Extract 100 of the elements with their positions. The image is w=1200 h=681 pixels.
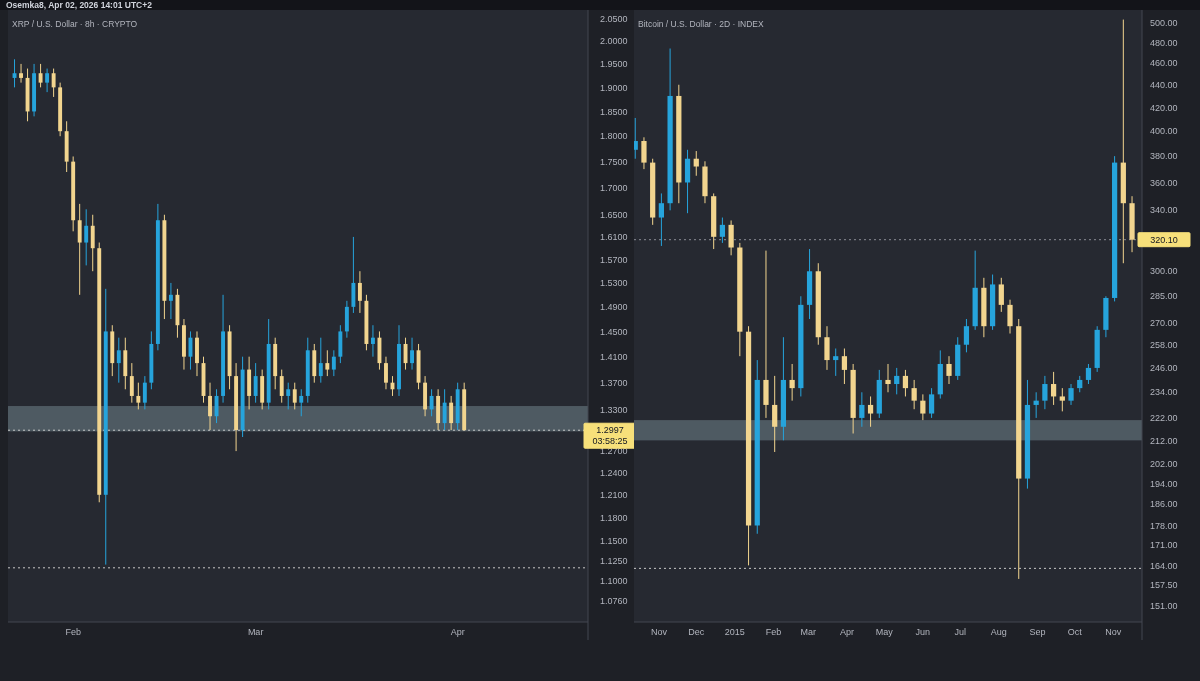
candlestick [325,349,330,377]
y-tick-label: 460.00 [1150,58,1178,69]
x-tick-label: Nov [1105,627,1122,637]
candlestick [116,337,121,384]
y-tick-label: 300.00 [1150,266,1178,277]
x-tick-label: Sep [1029,627,1046,637]
y-tick-label: 157.50 [1150,580,1178,591]
x-tick-label: Mar [247,627,264,637]
y-tick-label: 178.00 [1150,520,1178,531]
y-tick-label: 151.00 [1150,600,1178,611]
candlestick [77,203,82,296]
candlestick [351,236,356,314]
candlestick [885,363,891,393]
y-tick-label: 1.3700 [600,377,628,388]
candlestick [299,388,304,417]
candlestick [410,337,414,371]
candlestick [902,369,909,397]
y-tick-label: 1.7500 [600,156,628,167]
candlestick [998,277,1004,313]
y-tick-label: 1.5700 [600,254,628,265]
candlestick [442,388,447,431]
y-tick-label: 1.9000 [600,82,628,93]
y-tick-label: 500.00 [1150,17,1178,28]
candlestick [894,367,900,395]
y-tick-label: 2.0500 [600,13,628,24]
y-tick-label: 1.1000 [600,576,628,587]
y-tick-label: 164.00 [1150,560,1178,571]
candlestick [129,362,134,404]
y-tick-label: 222.00 [1150,413,1178,424]
candlestick [136,382,141,410]
candlestick [946,355,952,385]
candlestick [370,324,375,358]
y-tick-label: 171.00 [1150,540,1178,551]
candlestick [45,68,50,93]
x-tick-label: Jul [954,627,966,637]
candlestick [279,369,284,404]
x-tick-label: Oct [1067,627,1083,637]
text: Osemka8, Apr 02, 2026 14:01 UTC+2 [6,0,153,10]
y-tick-label: 2.0000 [600,36,628,47]
y-tick-label: 1.5300 [600,278,628,289]
y-tick-label: 1.4900 [600,302,628,312]
candlestick [286,382,291,410]
y-tick-label: 212.00 [1150,435,1178,446]
candlestick [38,63,43,88]
candlestick [19,63,23,84]
y-tick-label: 186.00 [1150,499,1178,510]
y-tick-label: 285.00 [1150,291,1178,302]
candlestick [1042,375,1048,410]
y-tick-label: 1.7000 [600,182,628,193]
candlestick [789,363,795,402]
candlestick [429,388,434,417]
candlestick [841,348,848,385]
candlestick [728,219,734,256]
candlestick [1068,383,1074,406]
y-tick-label: 440.00 [1150,79,1178,90]
candlestick [920,393,926,421]
text: XRP / U.S. Dollar · 8h · CRYPTO [12,19,138,29]
y-tick-label: 360.00 [1150,177,1178,188]
y-tick-label: 1.4500 [600,326,628,337]
candlestick [51,68,56,98]
y-tick-label: 1.8500 [600,106,628,117]
candlestick [859,391,865,428]
y-tick-label: 234.00 [1150,387,1178,398]
candlestick [384,356,388,390]
y-tick-label: 380.00 [1150,151,1178,162]
candlestick [1007,299,1013,335]
candlestick [90,214,95,272]
candlestick [449,395,454,431]
candlestick [1033,391,1039,419]
y-tick-label: 340.00 [1150,205,1178,216]
x-tick-label: Apr [839,627,854,637]
y-tick-label: 258.00 [1150,339,1178,350]
y-tick-label: 1.6100 [600,232,628,243]
y-tick-label: 1.9500 [600,59,628,70]
y-tick-label: 1.2700 [600,446,628,457]
y-tick-label: 1.0760 [600,595,628,606]
candlestick [911,379,917,410]
x-tick-label: Apr [450,627,465,637]
y-tick-label: 246.00 [1150,363,1178,374]
candlestick [693,150,699,177]
y-tick-label: 480.00 [1150,37,1178,48]
candlestick [208,382,212,431]
candlestick [719,217,726,244]
y-tick-label: 270.00 [1150,317,1178,328]
y-tick-label: 1.6500 [600,209,628,220]
x-tick-label: Dec [688,627,705,637]
x-tick-label: May [875,627,894,637]
y-tick-label: 400.00 [1150,126,1178,137]
candlestick [928,387,935,419]
candlestick [684,149,691,214]
y-tick-label: 1.1500 [600,535,628,546]
y-tick-label: 420.00 [1150,102,1178,113]
candlestick [641,136,647,170]
x-tick-label: Aug [990,627,1007,637]
y-tick-label: 1.8000 [600,131,628,142]
candlestick [772,375,778,453]
ref-line-label: 1.2997 03:58:25 [592,425,628,447]
x-tick-label: 2015 [724,627,745,637]
candlestick [357,270,362,314]
y-tick-label: 1.3300 [600,404,628,415]
